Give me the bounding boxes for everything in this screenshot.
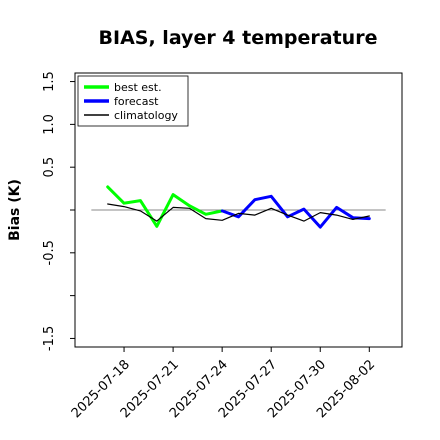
series-line-climatology bbox=[107, 203, 370, 222]
y-tick-label: 1.0 bbox=[42, 114, 57, 135]
chart-title: BIAS, layer 4 temperature bbox=[99, 27, 378, 49]
y-tick-label: 0.5 bbox=[42, 157, 57, 178]
series-line-forecast bbox=[220, 194, 371, 229]
legend-label-climatology: climatology bbox=[114, 109, 178, 122]
legend-label-best-est: best est. bbox=[114, 81, 162, 94]
y-tick-label: 1.5 bbox=[42, 71, 57, 92]
y-tick-label: -0.5 bbox=[42, 240, 57, 265]
series-line-best-est bbox=[106, 185, 224, 228]
y-axis-label: Bias (K) bbox=[7, 179, 23, 241]
legend-label-forecast: forecast bbox=[114, 95, 159, 108]
y-tick-label: -1.5 bbox=[42, 326, 57, 351]
